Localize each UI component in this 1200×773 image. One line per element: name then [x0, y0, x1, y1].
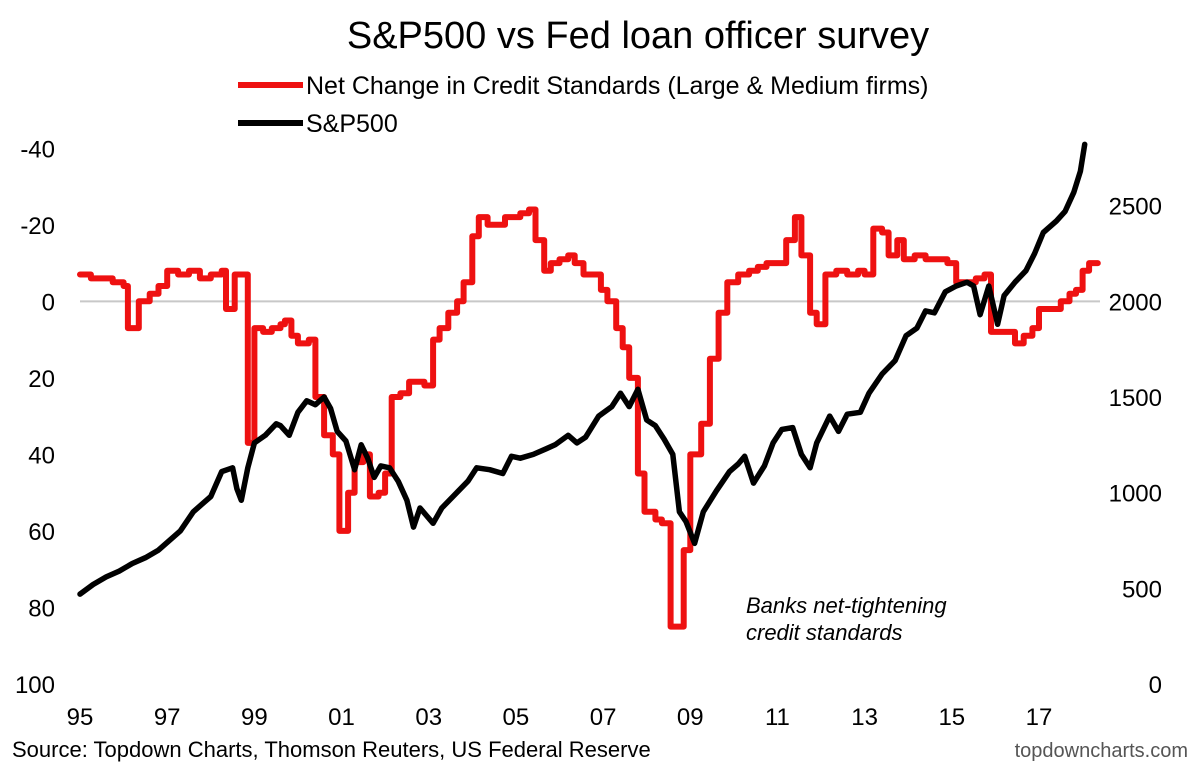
x-tick-label: 01	[328, 704, 355, 731]
left-tick-label: -20	[20, 213, 55, 240]
left-tick-label: 0	[42, 289, 55, 316]
x-tick-label: 15	[938, 704, 965, 731]
chart-title: S&P500 vs Fed loan officer survey	[347, 15, 929, 57]
right-tick-label: 2000	[1109, 289, 1162, 316]
x-tick-label: 07	[590, 704, 617, 731]
left-tick-label: 80	[28, 595, 55, 622]
x-tick-label: 09	[677, 704, 704, 731]
sp500-line	[77, 141, 1088, 597]
x-axis: 95 97 99 01 03 05 07 09 11 13 15 17	[67, 704, 1053, 731]
annotation: Banks net-tightening credit standards	[746, 593, 947, 645]
right-tick-label: 500	[1122, 576, 1162, 603]
annotation-line-1: Banks net-tightening	[746, 593, 947, 618]
x-tick-label: 97	[154, 704, 181, 731]
credit-standards-line	[77, 206, 1101, 630]
annotation-line-2: credit standards	[746, 620, 903, 645]
left-tick-label: 40	[28, 442, 55, 469]
x-tick-label: 11	[765, 704, 790, 731]
brand-watermark: topdowncharts.com	[1015, 740, 1188, 762]
right-tick-label: 0	[1149, 672, 1162, 699]
source-note: Source: Topdown Charts, Thomson Reuters,…	[12, 737, 651, 762]
left-tick-label: 100	[15, 672, 55, 699]
x-tick-label: 13	[851, 704, 878, 731]
left-tick-label: -40	[20, 136, 55, 163]
x-tick-label: 05	[503, 704, 530, 731]
right-tick-label: 2500	[1109, 194, 1162, 221]
series-layer	[77, 141, 1101, 630]
legend: Net Change in Credit Standards (Large & …	[238, 72, 929, 138]
x-tick-label: 95	[67, 704, 94, 731]
x-tick-label: 99	[241, 704, 268, 731]
right-axis: 0 500 1000 1500 2000 2500	[1109, 194, 1162, 699]
right-tick-label: 1000	[1109, 481, 1162, 508]
left-axis: -40 -20 0 20 40 60 80 100	[15, 136, 55, 699]
left-tick-label: 60	[28, 519, 55, 546]
legend-label-sp500: S&P500	[306, 110, 398, 138]
legend-label-credit-standards: Net Change in Credit Standards (Large & …	[306, 72, 929, 100]
right-tick-label: 1500	[1109, 385, 1162, 412]
left-tick-label: 20	[28, 366, 55, 393]
x-tick-label: 17	[1026, 704, 1053, 731]
x-tick-label: 03	[415, 704, 442, 731]
